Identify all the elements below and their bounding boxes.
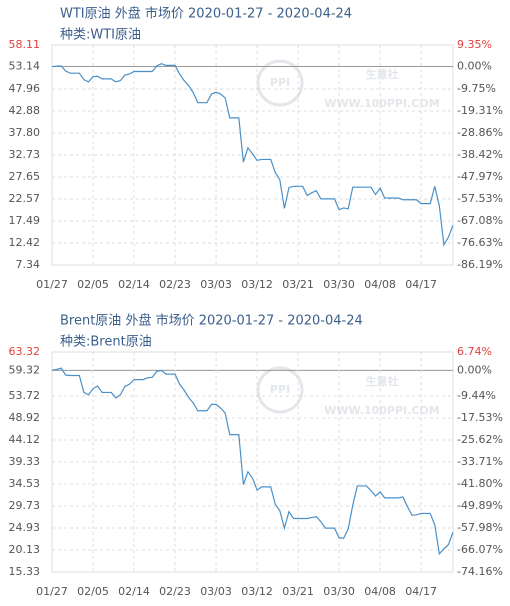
x-tick-label: 02/05 bbox=[77, 585, 109, 598]
y-tick-label: 29.73 bbox=[9, 499, 41, 512]
x-tick-label: 02/05 bbox=[77, 278, 109, 291]
watermark-logo-shape bbox=[256, 366, 304, 414]
y-tick-label: 32.73 bbox=[9, 148, 41, 161]
y2-tick-label: -49.89% bbox=[457, 499, 503, 512]
x-tick-label: 04/08 bbox=[364, 278, 396, 291]
y2-tick-label: -9.75% bbox=[457, 82, 496, 95]
chart-title: Brent原油 外盘 市场价 2020-01-27 - 2020-04-24 bbox=[60, 313, 363, 329]
x-tick-label: 03/12 bbox=[241, 278, 273, 291]
y2-tick-label: -57.53% bbox=[457, 192, 503, 205]
x-tick-label: 04/17 bbox=[405, 585, 437, 598]
x-tick-label: 03/12 bbox=[241, 585, 273, 598]
y-tick-label: 42.88 bbox=[9, 104, 41, 117]
watermark-logo: PPI bbox=[270, 383, 290, 396]
y2-tick-label: 6.74% bbox=[457, 345, 492, 358]
y2-tick-label: -17.53% bbox=[457, 411, 503, 424]
y2-tick-label: -28.86% bbox=[457, 126, 503, 139]
x-tick-label: 03/21 bbox=[282, 278, 314, 291]
y-tick-label: 22.57 bbox=[9, 192, 41, 205]
y-tick-label: 15.33 bbox=[9, 565, 41, 578]
y-tick-label: 24.93 bbox=[9, 521, 41, 534]
y2-tick-label: -76.63% bbox=[457, 236, 503, 249]
y-tick-label: 20.13 bbox=[9, 543, 41, 556]
chart-subtitle: 种类:WTI原油 bbox=[60, 28, 141, 43]
x-tick-label: 02/14 bbox=[118, 585, 150, 598]
y-tick-label: 53.14 bbox=[9, 60, 41, 73]
y2-tick-label: 0.00% bbox=[457, 363, 492, 376]
y-tick-label: 7.34 bbox=[16, 258, 41, 271]
price-line bbox=[51, 367, 454, 556]
y-tick-label: 37.80 bbox=[9, 126, 41, 139]
watermark-url: WWW.100PPI.COM bbox=[324, 404, 439, 417]
x-tick-label: 03/03 bbox=[200, 585, 232, 598]
y2-tick-label: -25.62% bbox=[457, 433, 503, 446]
y2-tick-label: -38.42% bbox=[457, 148, 503, 161]
y-tick-label: 47.96 bbox=[9, 82, 41, 95]
y-tick-label: 48.92 bbox=[9, 411, 41, 424]
y2-tick-label: -41.80% bbox=[457, 477, 503, 490]
watermark-logo: PPI bbox=[270, 76, 290, 89]
x-tick-label: 01/27 bbox=[36, 585, 68, 598]
y2-tick-label: -67.08% bbox=[457, 214, 503, 227]
y2-tick-label: -57.98% bbox=[457, 521, 503, 534]
x-tick-label: 02/14 bbox=[118, 278, 150, 291]
y2-tick-label: 9.35% bbox=[457, 38, 492, 51]
x-tick-label: 03/21 bbox=[282, 585, 314, 598]
y2-tick-label: -66.07% bbox=[457, 543, 503, 556]
y-tick-label: 44.12 bbox=[9, 433, 41, 446]
chart: WTI原油 外盘 市场价 2020-01-27 - 2020-04-24 种类:W… bbox=[9, 6, 503, 292]
y-tick-label: 17.49 bbox=[9, 214, 41, 227]
x-tick-label: 01/27 bbox=[36, 278, 68, 291]
y2-tick-label: -86.19% bbox=[457, 258, 503, 271]
x-tick-label: 04/08 bbox=[364, 585, 396, 598]
watermark: 生意社 bbox=[366, 67, 399, 81]
y-tick-label: 12.42 bbox=[9, 236, 41, 249]
y-tick-label: 34.53 bbox=[9, 477, 41, 490]
y2-tick-label: 0.00% bbox=[457, 60, 492, 73]
y2-tick-label: -74.16% bbox=[457, 565, 503, 578]
x-tick-label: 02/23 bbox=[159, 278, 191, 291]
watermark: 生意社 bbox=[366, 374, 399, 388]
price-line bbox=[51, 63, 454, 247]
x-tick-label: 03/30 bbox=[323, 278, 355, 291]
y-tick-label: 63.32 bbox=[9, 345, 41, 358]
chart: Brent原油 外盘 市场价 2020-01-27 - 2020-04-24 种类… bbox=[9, 313, 503, 599]
chart-subtitle: 种类:Brent原油 bbox=[60, 335, 152, 350]
x-tick-label: 04/17 bbox=[405, 278, 437, 291]
x-tick-label: 03/30 bbox=[323, 585, 355, 598]
y-tick-label: 59.32 bbox=[9, 363, 41, 376]
watermark-logo-shape bbox=[256, 59, 304, 107]
y-tick-label: 27.65 bbox=[9, 170, 41, 183]
y2-tick-label: -47.97% bbox=[457, 170, 503, 183]
y2-tick-label: -33.71% bbox=[457, 455, 503, 468]
y-tick-label: 39.33 bbox=[9, 455, 41, 468]
x-tick-label: 03/03 bbox=[200, 278, 232, 291]
y-tick-label: 58.11 bbox=[9, 38, 41, 51]
chart-title: WTI原油 外盘 市场价 2020-01-27 - 2020-04-24 bbox=[60, 6, 352, 22]
x-tick-label: 02/23 bbox=[159, 585, 191, 598]
watermark-url: WWW.100PPI.COM bbox=[324, 97, 439, 110]
y2-tick-label: -19.31% bbox=[457, 104, 503, 117]
y-tick-label: 53.72 bbox=[9, 389, 41, 402]
y2-tick-label: -9.44% bbox=[457, 389, 496, 402]
